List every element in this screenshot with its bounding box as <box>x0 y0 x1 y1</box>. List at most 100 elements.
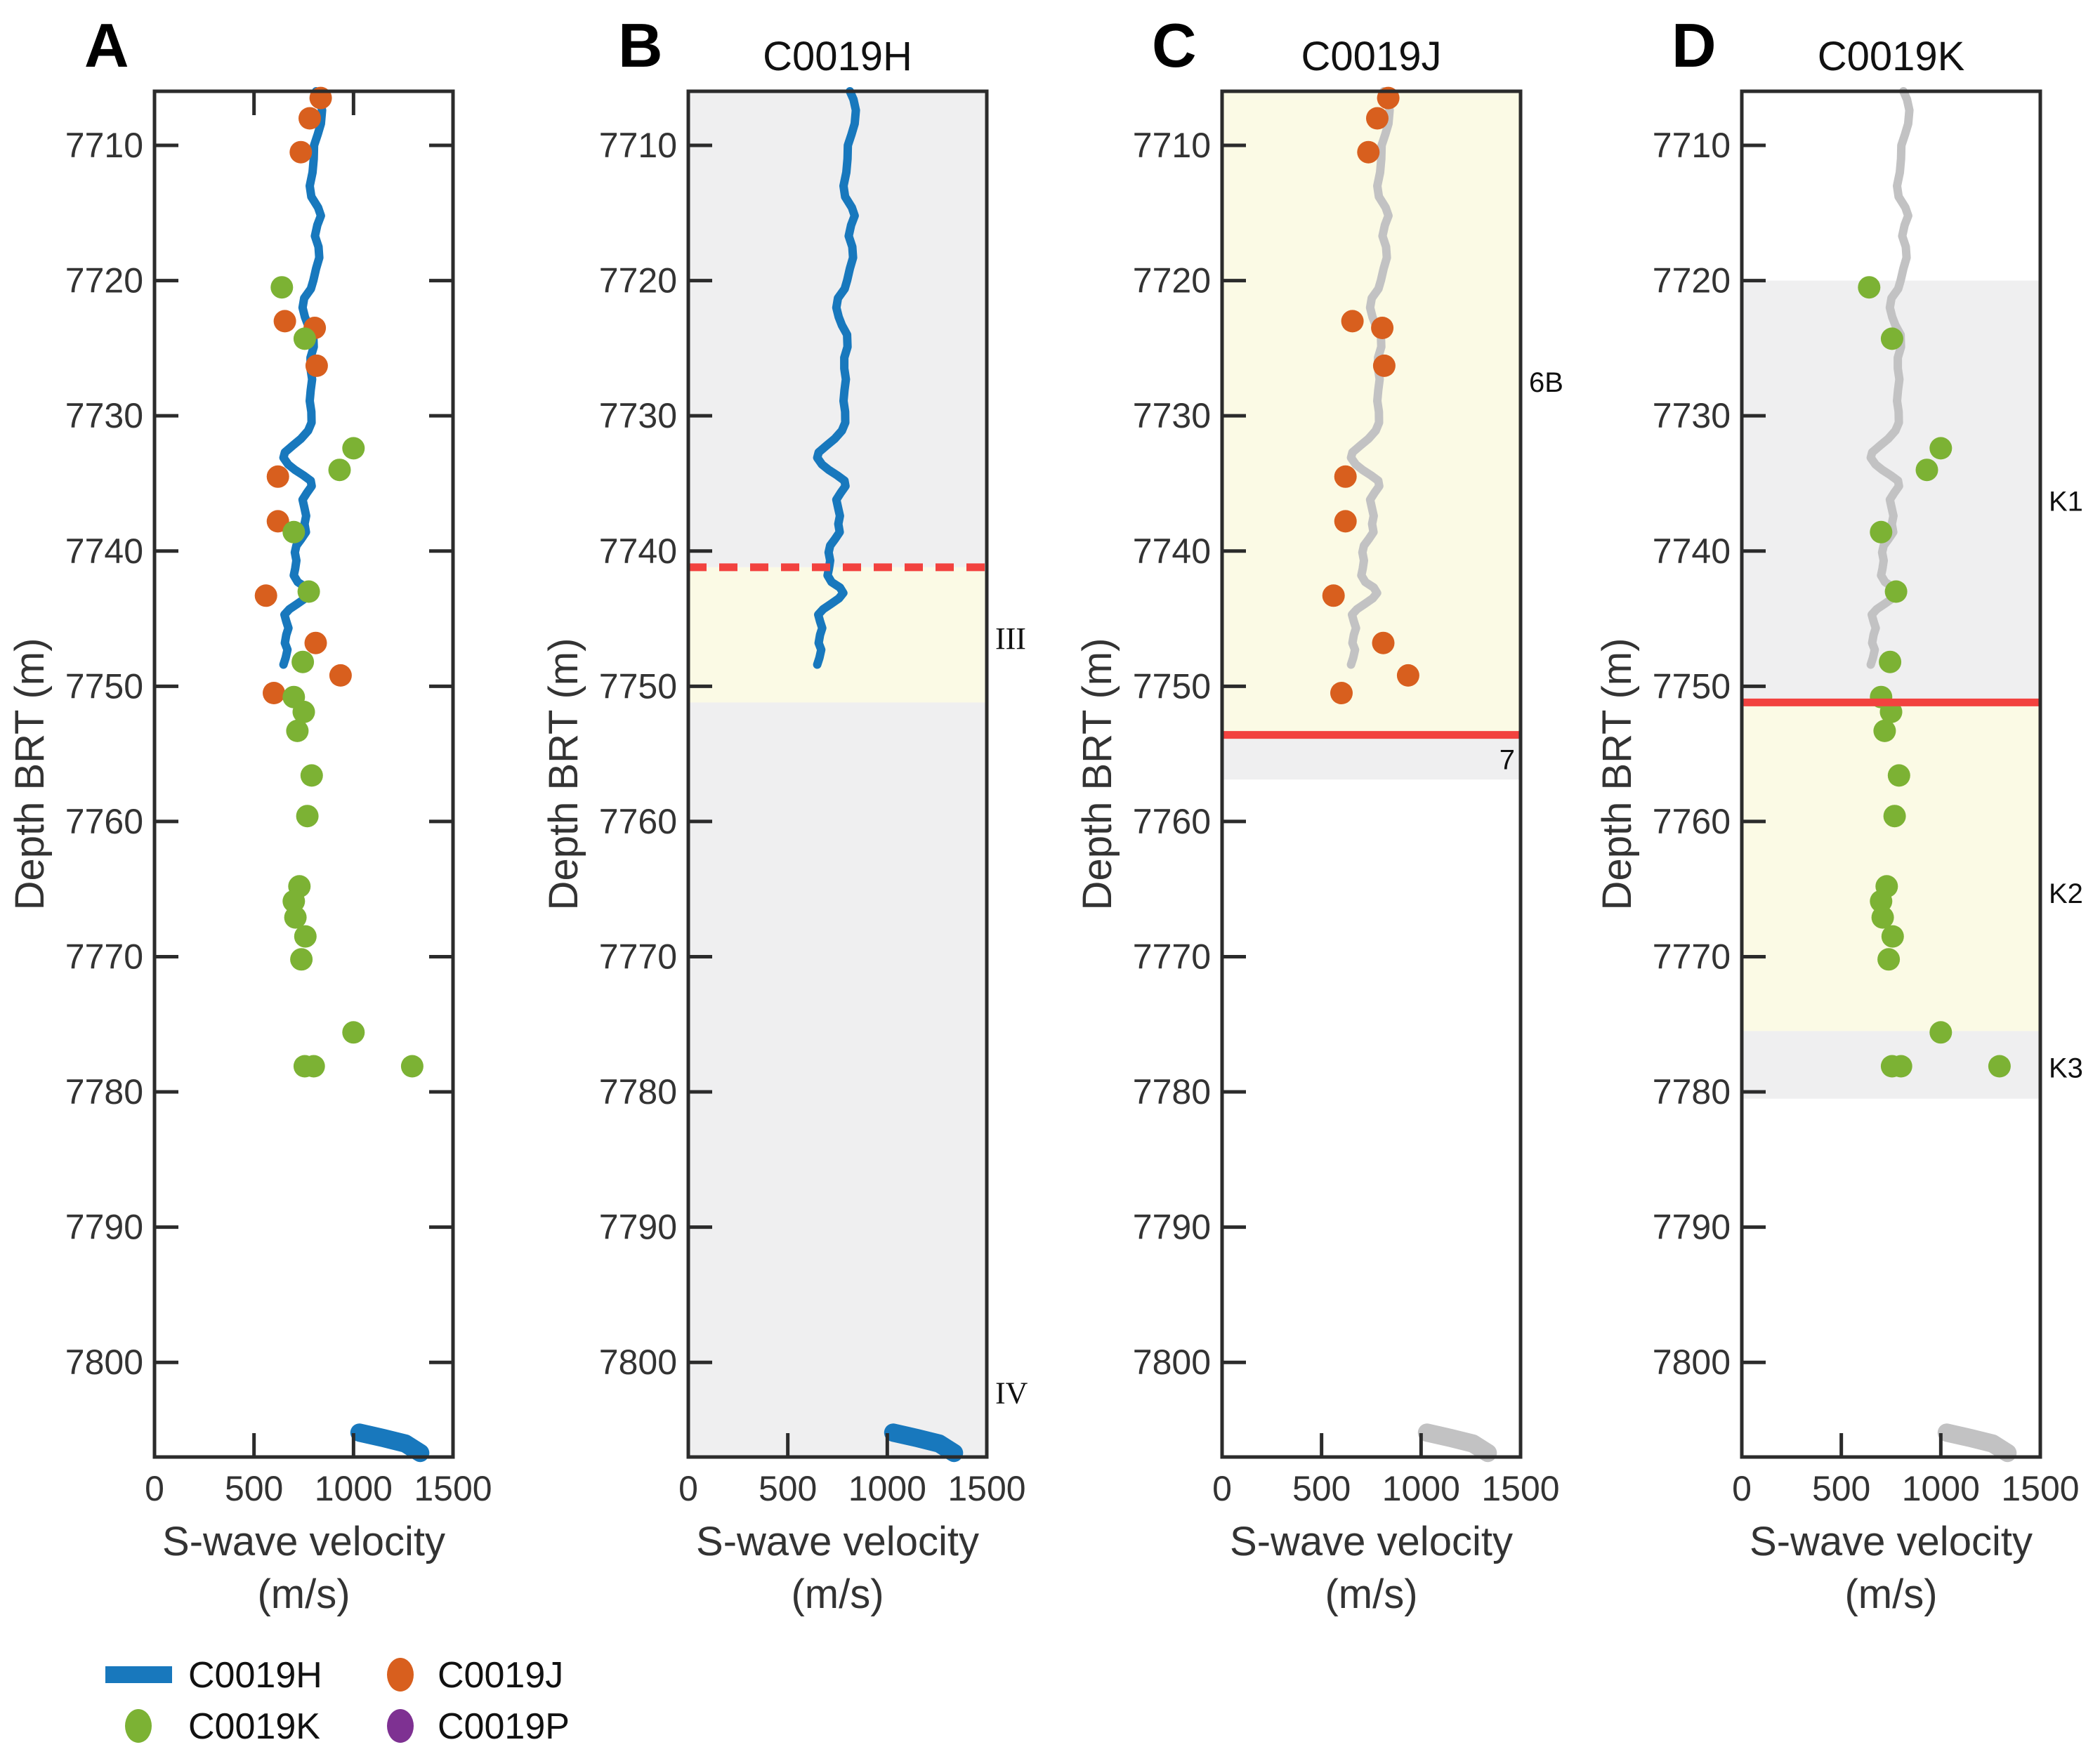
data-point-c0019j_obs <box>1372 631 1395 654</box>
data-point-c0019k_obs <box>1870 520 1893 543</box>
y-tick-label: 7800 <box>1133 1343 1211 1382</box>
x-axis-label-line1: S-wave velocity <box>162 1519 445 1564</box>
velocity-line-c0019h_deep <box>350 1423 430 1463</box>
data-point-c0019k_obs <box>1929 1021 1953 1044</box>
data-point-c0019k_obs <box>342 437 365 460</box>
data-point-c0019k_obs <box>1883 805 1906 828</box>
data-point-c0019k_obs <box>291 650 315 673</box>
plot-border <box>1220 89 1523 1459</box>
y-tick-label: 7730 <box>599 396 677 435</box>
y-tick-label: 7750 <box>599 666 677 706</box>
data-point-c0019k_obs <box>1881 925 1904 948</box>
data-point-c0019k_obs <box>293 327 316 350</box>
x-tick-label: 0 <box>145 1469 164 1508</box>
legend-item-c0019j: C0019J <box>387 1655 563 1696</box>
data-point-c0019k_obs <box>1887 764 1910 787</box>
zone-label-7: 7 <box>1499 744 1515 775</box>
data-point-c0019k_obs <box>342 1021 365 1044</box>
data-point-c0019k_obs <box>284 906 307 929</box>
legend-dot-swatch <box>125 1709 152 1743</box>
data-point-c0019j_obs <box>304 631 327 654</box>
y-axis-label: Depth BRT (m) <box>7 638 53 911</box>
x-tick-label: 1000 <box>1902 1469 1980 1508</box>
panel-letter-B: B <box>618 11 663 80</box>
zone-label-6B: 6B <box>1529 367 1563 398</box>
panel-letter-D: D <box>1672 11 1717 80</box>
y-tick-label: 7770 <box>65 937 143 976</box>
y-tick-label: 7760 <box>1653 802 1731 841</box>
plot-border <box>152 89 455 1459</box>
velocity-line-c0019h_log <box>279 87 327 669</box>
data-point-c0019k_obs <box>1929 437 1953 460</box>
data-point-c0019j_obs <box>329 664 352 687</box>
y-tick-label: 7800 <box>65 1343 143 1382</box>
legend-label: C0019P <box>438 1706 570 1747</box>
data-point-c0019j_obs <box>1371 317 1394 339</box>
data-point-c0019j_obs <box>1357 140 1380 164</box>
data-point-c0019j_obs <box>1334 465 1357 488</box>
x-axis-label-line1: S-wave velocity <box>696 1519 979 1564</box>
legend-dot-swatch <box>387 1709 414 1743</box>
plot-border <box>686 89 989 1459</box>
panel-title-C: C0019J <box>1301 34 1442 79</box>
y-tick-label: 7760 <box>1133 802 1211 841</box>
data-point-c0019j_obs <box>266 465 289 488</box>
y-tick-label: 7760 <box>65 802 143 841</box>
zone-label-K2: K2 <box>2049 878 2083 909</box>
x-axis-label-line1: S-wave velocity <box>1230 1519 1513 1564</box>
x-tick-label: 1500 <box>1481 1469 1559 1508</box>
data-point-c0019j_obs <box>273 310 296 333</box>
panel-title-B: C0019H <box>763 34 912 79</box>
y-tick-label: 7780 <box>65 1072 143 1112</box>
velocity-line-c0019h_deep <box>1937 1423 2017 1463</box>
y-tick-label: 7750 <box>1133 666 1211 706</box>
data-point-c0019k_obs <box>328 459 351 482</box>
y-tick-label: 7710 <box>1133 126 1211 165</box>
data-point-c0019j_obs <box>1341 310 1364 333</box>
velocity-line-c0019h_log <box>813 87 860 669</box>
data-point-c0019k_obs <box>1880 327 1903 350</box>
y-tick-label: 7770 <box>1133 937 1211 976</box>
data-point-c0019k_obs <box>1988 1055 2011 1078</box>
zone-label-K3: K3 <box>2049 1053 2083 1083</box>
panel-letter-C: C <box>1152 11 1197 80</box>
data-point-c0019j_obs <box>1372 354 1396 377</box>
x-tick-label: 1500 <box>2001 1469 2079 1508</box>
legend-label: C0019J <box>438 1655 563 1696</box>
zone-band <box>1222 91 1521 735</box>
y-tick-label: 7800 <box>1653 1343 1731 1382</box>
legend-line-swatch <box>105 1666 172 1683</box>
data-point-c0019k_obs <box>1915 459 1938 482</box>
x-tick-label: 500 <box>1812 1469 1870 1508</box>
zone-label-III: III <box>995 621 1026 656</box>
plot-border <box>1740 89 2042 1459</box>
data-point-c0019k_obs <box>400 1055 424 1078</box>
y-axis-label: Depth BRT (m) <box>541 638 586 911</box>
x-tick-label: 0 <box>1212 1469 1232 1508</box>
x-axis-label-line2: (m/s) <box>791 1571 884 1617</box>
x-tick-label: 500 <box>759 1469 817 1508</box>
y-tick-label: 7780 <box>1653 1072 1731 1112</box>
data-point-c0019k_obs <box>300 764 323 787</box>
y-tick-label: 7770 <box>599 937 677 976</box>
x-axis-label-line1: S-wave velocity <box>1750 1519 2033 1564</box>
x-tick-label: 1500 <box>414 1469 492 1508</box>
y-tick-label: 7730 <box>1653 396 1731 435</box>
y-tick-label: 7710 <box>65 126 143 165</box>
data-point-c0019k_obs <box>290 948 313 971</box>
legend-item-c0019h: C0019H <box>105 1655 322 1696</box>
y-tick-label: 7740 <box>1653 532 1731 571</box>
data-point-c0019j_obs <box>1322 584 1345 607</box>
y-tick-label: 7720 <box>65 261 143 301</box>
data-point-c0019j_obs <box>266 510 289 533</box>
y-tick-label: 7710 <box>599 126 677 165</box>
zone-band <box>1222 734 1521 780</box>
x-tick-label: 1500 <box>947 1469 1025 1508</box>
data-point-c0019j_obs <box>305 354 328 377</box>
data-point-c0019j_obs <box>1334 510 1357 533</box>
data-point-c0019k_obs <box>286 719 309 742</box>
y-axis-label: Depth BRT (m) <box>1075 638 1120 911</box>
legend-item-c0019k: C0019K <box>125 1706 320 1747</box>
x-axis-label-line2: (m/s) <box>257 1571 350 1617</box>
